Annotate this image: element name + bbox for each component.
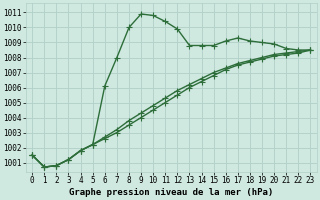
X-axis label: Graphe pression niveau de la mer (hPa): Graphe pression niveau de la mer (hPa) (69, 188, 274, 197)
